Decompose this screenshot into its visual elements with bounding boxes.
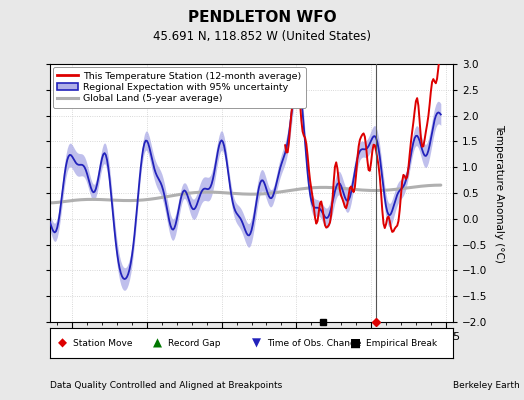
Text: Data Quality Controlled and Aligned at Breakpoints: Data Quality Controlled and Aligned at B…	[50, 381, 282, 390]
Text: Station Move: Station Move	[73, 338, 133, 348]
Y-axis label: Temperature Anomaly (°C): Temperature Anomaly (°C)	[494, 124, 504, 262]
Text: ▼: ▼	[252, 336, 260, 350]
Text: Berkeley Earth: Berkeley Earth	[453, 381, 520, 390]
Text: Empirical Break: Empirical Break	[366, 338, 437, 348]
Text: 45.691 N, 118.852 W (United States): 45.691 N, 118.852 W (United States)	[153, 30, 371, 43]
Text: ■: ■	[351, 336, 362, 350]
Text: Record Gap: Record Gap	[168, 338, 221, 348]
Legend: This Temperature Station (12-month average), Regional Expectation with 95% uncer: This Temperature Station (12-month avera…	[52, 67, 306, 108]
Text: PENDLETON WFO: PENDLETON WFO	[188, 10, 336, 25]
Text: ▲: ▲	[152, 336, 162, 350]
Text: Time of Obs. Change: Time of Obs. Change	[267, 338, 361, 348]
Text: ◆: ◆	[58, 336, 67, 350]
